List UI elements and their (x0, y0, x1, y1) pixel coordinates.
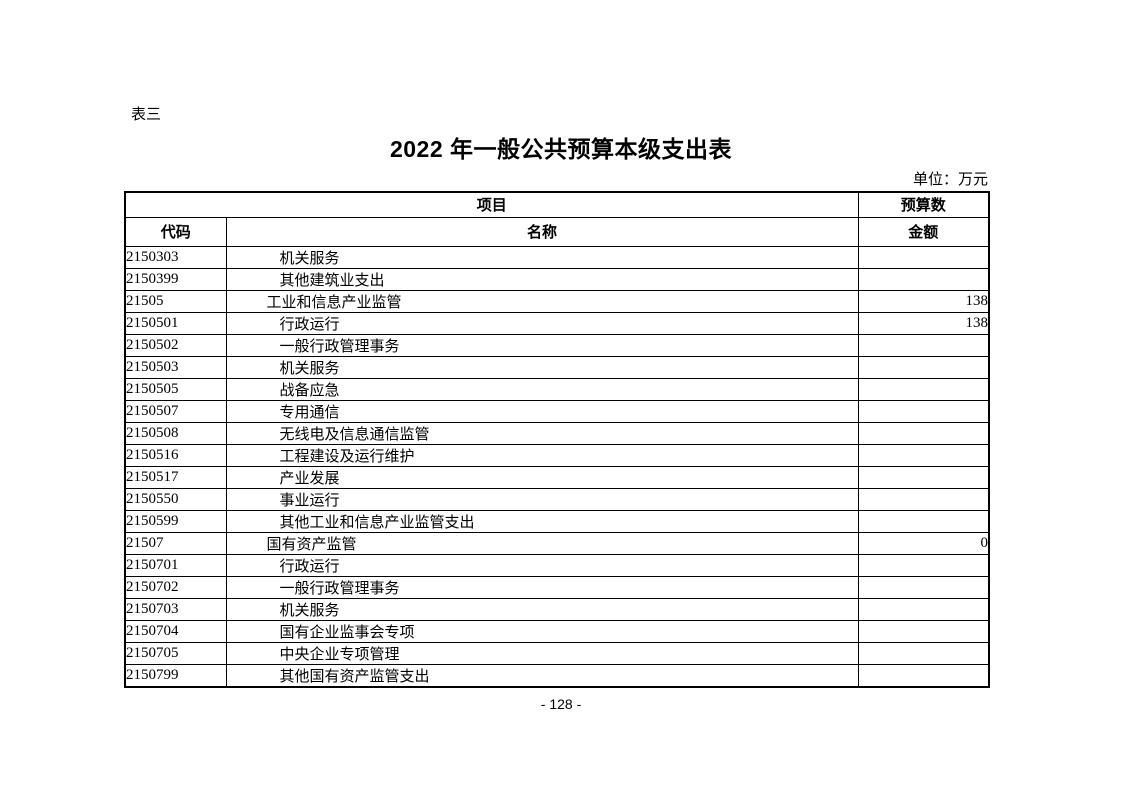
row-name-cell: 工程建设及运行维护 (225, 443, 859, 467)
table-row: 2150703 机关服务 (124, 597, 990, 621)
budget-table: 项目 预算数 代码 名称 金额 2150303 机关服务 2150399 其他建… (124, 191, 991, 688)
row-code-cell: 2150705 (124, 641, 227, 665)
row-amount-cell (857, 245, 990, 269)
row-name-cell: 工业和信息产业监管 (225, 289, 859, 313)
row-amount-cell (857, 487, 990, 511)
row-code-cell: 2150702 (124, 575, 227, 599)
row-name-cell: 行政运行 (225, 553, 859, 577)
row-code-cell: 2150505 (124, 377, 227, 401)
page-number: - 128 - (540, 696, 582, 712)
header-row-columns: 代码 名称 金额 (124, 216, 990, 247)
row-name-cell: 无线电及信息通信监管 (225, 421, 859, 445)
row-name-cell: 其他建筑业支出 (225, 267, 859, 291)
row-amount-cell: 0 (857, 531, 990, 555)
row-code-cell: 2150508 (124, 421, 227, 445)
table-row: 2150799 其他国有资产监管支出 (124, 663, 990, 687)
row-name-cell: 其他工业和信息产业监管支出 (225, 509, 859, 533)
row-code-cell: 2150399 (124, 267, 227, 291)
table-row: 2150503 机关服务 (124, 355, 990, 379)
row-amount-cell (857, 597, 990, 621)
row-code-cell: 2150799 (124, 663, 227, 687)
table-row: 2150517 产业发展 (124, 465, 990, 489)
row-amount-cell (857, 333, 990, 357)
row-code-cell: 2150704 (124, 619, 227, 643)
row-amount-cell (857, 443, 990, 467)
table-row: 2150502 一般行政管理事务 (124, 333, 990, 357)
row-code-cell: 2150517 (124, 465, 227, 489)
row-code-cell: 2150599 (124, 509, 227, 533)
table-row: 2150507 专用通信 (124, 399, 990, 423)
table-row: 2150303 机关服务 (124, 245, 990, 269)
row-name-cell: 事业运行 (225, 487, 859, 511)
table-row: 21507 国有资产监管 0 (124, 531, 990, 555)
table-row: 2150516 工程建设及运行维护 (124, 443, 990, 467)
table-row: 2150704 国有企业监事会专项 (124, 619, 990, 643)
row-name-cell: 行政运行 (225, 311, 859, 335)
row-code-cell: 2150701 (124, 553, 227, 577)
table-row: 2150501 行政运行 138 (124, 311, 990, 335)
row-code-cell: 21505 (124, 289, 227, 313)
row-name-cell: 机关服务 (225, 597, 859, 621)
table-row: 21505 工业和信息产业监管 138 (124, 289, 990, 313)
row-amount-cell (857, 355, 990, 379)
row-name-cell: 一般行政管理事务 (225, 333, 859, 357)
row-amount-cell (857, 377, 990, 401)
header-budget: 预算数 (857, 191, 990, 218)
table-row: 2150399 其他建筑业支出 (124, 267, 990, 291)
header-project: 项目 (124, 191, 859, 218)
row-code-cell: 2150516 (124, 443, 227, 467)
row-code-cell: 2150503 (124, 355, 227, 379)
row-name-cell: 中央企业专项管理 (225, 641, 859, 665)
table-row: 2150508 无线电及信息通信监管 (124, 421, 990, 445)
row-code-cell: 2150703 (124, 597, 227, 621)
table-number-label: 表三 (131, 107, 162, 123)
page-title: 2022 年一般公共预算本级支出表 (389, 136, 733, 162)
row-amount-cell (857, 399, 990, 423)
row-name-cell: 一般行政管理事务 (225, 575, 859, 599)
row-amount-cell (857, 465, 990, 489)
table-row: 2150701 行政运行 (124, 553, 990, 577)
table-row: 2150599 其他工业和信息产业监管支出 (124, 509, 990, 533)
row-code-cell: 21507 (124, 531, 227, 555)
row-amount-cell (857, 421, 990, 445)
table-row: 2150550 事业运行 (124, 487, 990, 511)
row-amount-cell (857, 267, 990, 291)
header-amount: 金额 (857, 216, 990, 247)
table-row: 2150505 战备应急 (124, 377, 990, 401)
table-row: 2150705 中央企业专项管理 (124, 641, 990, 665)
row-name-cell: 机关服务 (225, 245, 859, 269)
row-amount-cell (857, 509, 990, 533)
header-name: 名称 (225, 216, 859, 247)
row-amount-cell: 138 (857, 311, 990, 335)
budget-table-header: 项目 预算数 代码 名称 金额 (124, 191, 990, 247)
row-amount-cell (857, 663, 990, 687)
unit-note: 单位：万元 (912, 172, 988, 188)
row-name-cell: 战备应急 (225, 377, 859, 401)
row-code-cell: 2150507 (124, 399, 227, 423)
row-amount-cell: 138 (857, 289, 990, 313)
row-name-cell: 国有企业监事会专项 (225, 619, 859, 643)
row-code-cell: 2150303 (124, 245, 227, 269)
header-row-project: 项目 预算数 (124, 191, 990, 218)
row-code-cell: 2150550 (124, 487, 227, 511)
row-name-cell: 产业发展 (225, 465, 859, 489)
row-amount-cell (857, 575, 990, 599)
budget-table-body: 2150303 机关服务 2150399 其他建筑业支出 21505 工业和信息… (124, 245, 990, 687)
row-code-cell: 2150501 (124, 311, 227, 335)
row-code-cell: 2150502 (124, 333, 227, 357)
row-amount-cell (857, 553, 990, 577)
row-name-cell: 其他国有资产监管支出 (225, 663, 859, 687)
table-row: 2150702 一般行政管理事务 (124, 575, 990, 599)
row-amount-cell (857, 619, 990, 643)
header-code: 代码 (124, 216, 227, 247)
row-amount-cell (857, 641, 990, 665)
row-name-cell: 机关服务 (225, 355, 859, 379)
row-name-cell: 国有资产监管 (225, 531, 859, 555)
row-name-cell: 专用通信 (225, 399, 859, 423)
